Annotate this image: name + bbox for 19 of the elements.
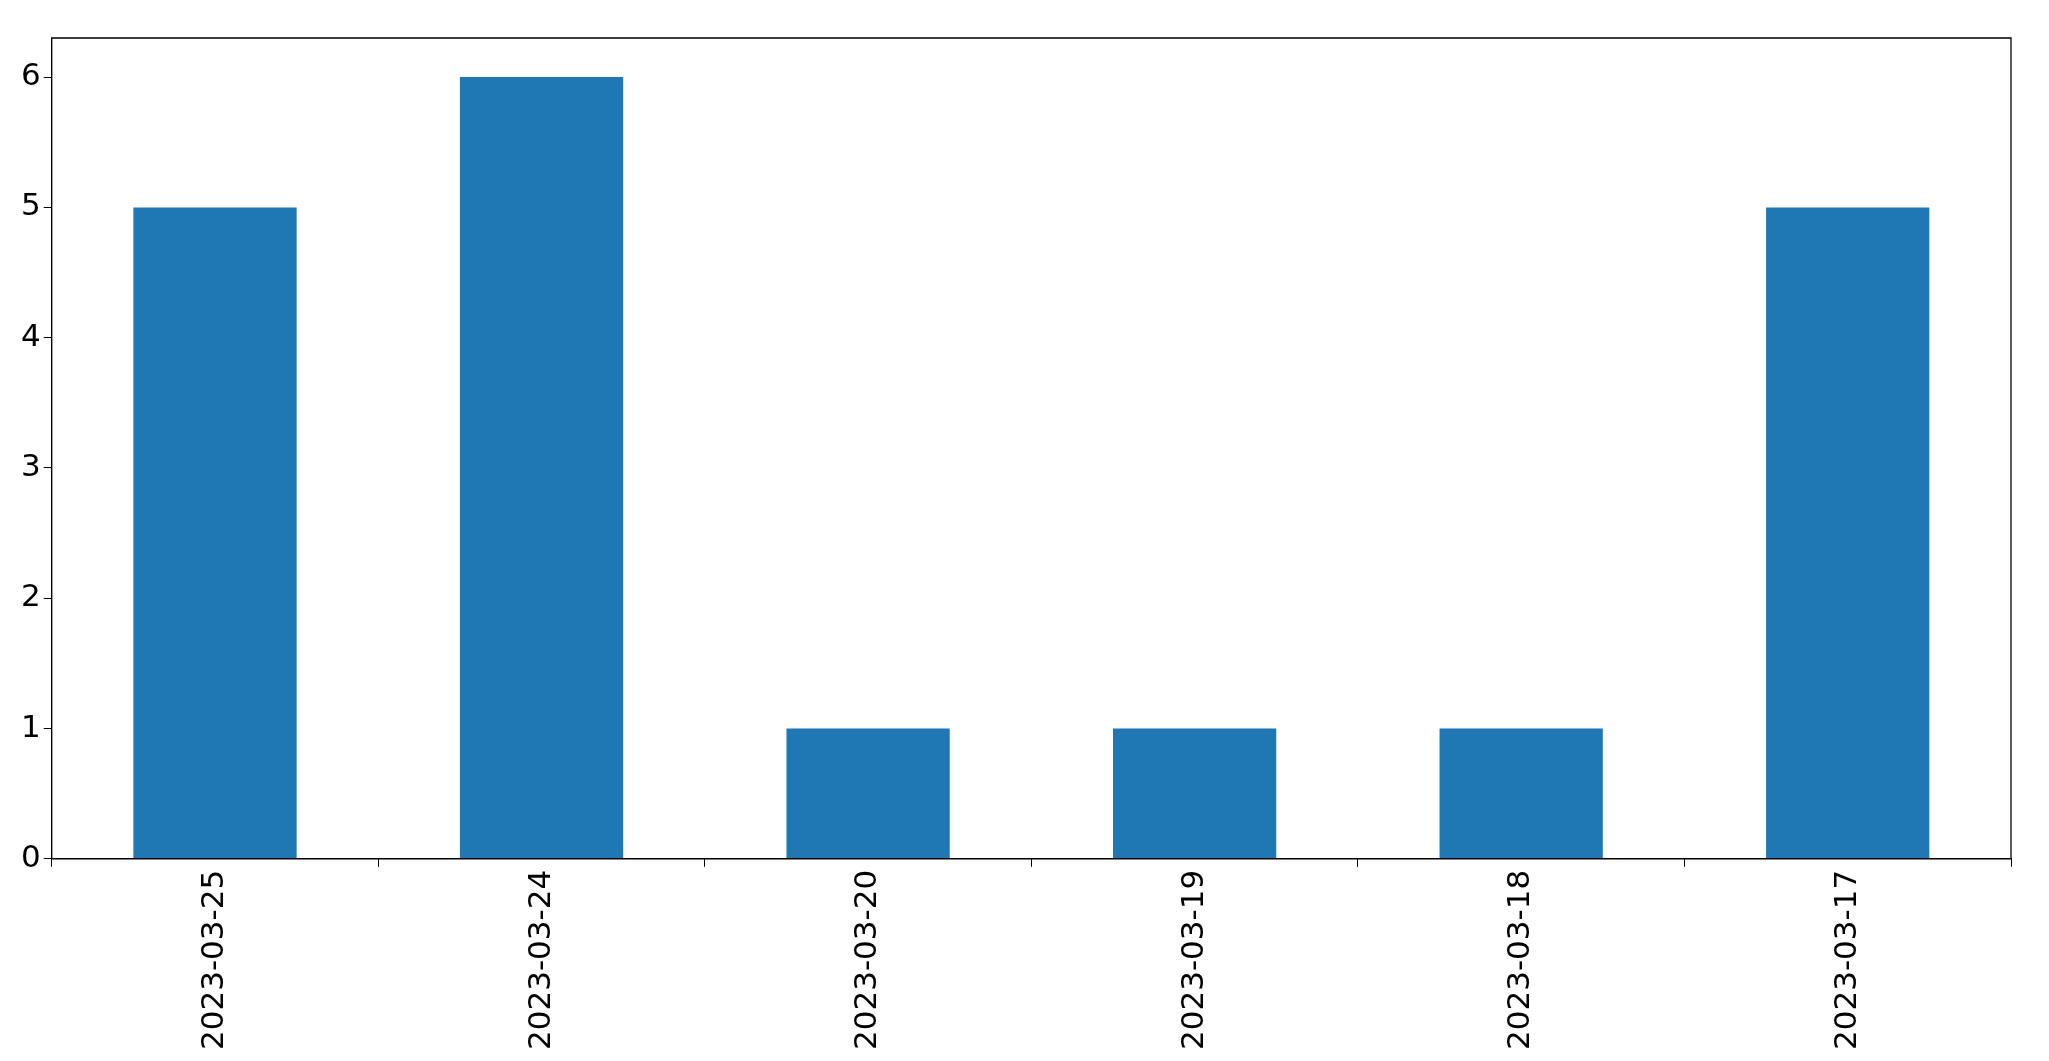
bar [786,728,950,859]
y-tick-label: 3 [20,447,41,484]
y-tick-label: 6 [20,56,41,93]
x-tick-label: 2023-03-19 [1173,869,1210,1051]
bar [133,207,297,859]
y-tick-label: 5 [20,186,41,223]
y-tick-label: 2 [20,577,41,614]
y-tick-label: 1 [20,707,41,744]
y-tick-label: 0 [20,837,41,874]
bar [459,77,624,859]
bar [1766,207,1930,859]
y-tick-label: 4 [20,316,41,353]
x-tick-label: 2023-03-25 [194,869,231,1051]
x-tick-label: 2023-03-20 [847,869,884,1051]
x-tick-label: 2023-03-17 [1826,869,1863,1051]
x-tick-label: 2023-03-24 [520,869,557,1051]
bar [1439,728,1603,859]
bar [1113,728,1277,859]
x-tick-label: 2023-03-18 [1500,869,1537,1051]
